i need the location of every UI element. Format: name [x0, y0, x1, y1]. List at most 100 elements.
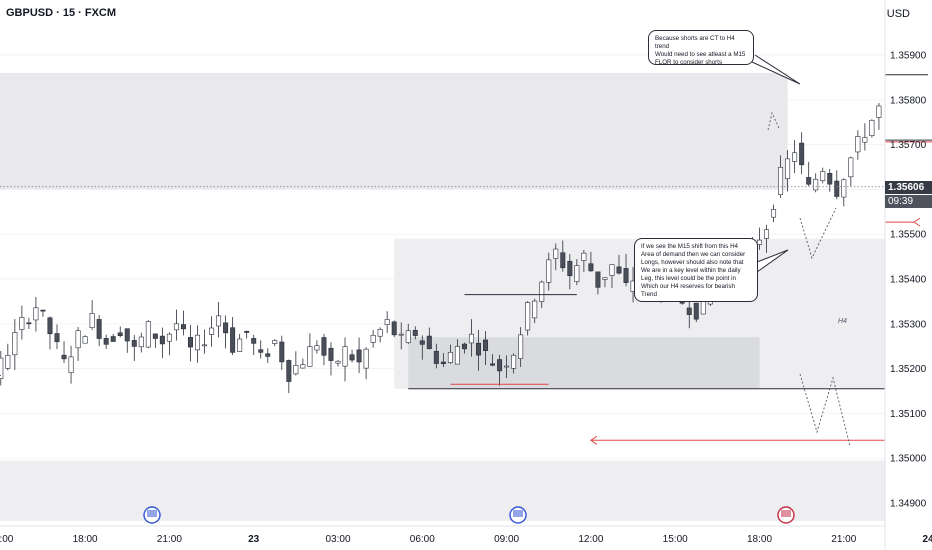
red-arrow-head	[589, 435, 598, 445]
candle-body	[454, 346, 460, 365]
candle-body	[370, 334, 376, 343]
candle-body	[560, 252, 566, 269]
candle-body	[525, 302, 531, 331]
time-tick-label: 09:00	[494, 534, 519, 545]
candle-body	[616, 266, 622, 274]
candle-body	[314, 345, 320, 351]
candle-body	[756, 239, 762, 245]
candle-body	[398, 333, 404, 336]
candle-body	[258, 349, 264, 353]
note-pointer-bottom	[756, 249, 789, 273]
candle-body	[335, 360, 341, 364]
candle-body	[806, 177, 812, 185]
candle-body	[532, 300, 538, 319]
candle-body	[475, 342, 481, 356]
candle-body	[96, 319, 102, 339]
time-tick-label: 21:00	[157, 534, 182, 545]
candle-body	[869, 119, 875, 136]
candle-body	[518, 334, 524, 359]
event-flag-icon-fill	[147, 510, 157, 517]
candle-body	[286, 360, 292, 382]
candle-body	[693, 302, 699, 320]
price-tick-label: 1.35700	[890, 140, 927, 151]
zone-label-h4: H4	[838, 318, 847, 325]
price-tick-label: 1.35100	[890, 409, 927, 420]
price-tick-label: 1.35800	[890, 95, 927, 106]
candle-body	[0, 357, 4, 379]
candle-body	[124, 328, 130, 342]
candle-body	[82, 336, 88, 344]
candle-body	[876, 105, 882, 118]
currency-label[interactable]: USD	[886, 8, 910, 20]
candle-body	[609, 264, 615, 276]
candle-body	[117, 332, 123, 336]
candle-body	[588, 263, 594, 272]
candle-body	[54, 333, 60, 343]
projection-path	[799, 207, 837, 260]
candle-body	[483, 339, 489, 351]
candle-body	[223, 322, 229, 334]
candle-body	[131, 340, 137, 347]
price-tick-label: 1.35300	[890, 319, 927, 330]
time-tick-label: 21:00	[831, 534, 856, 545]
time-tick-label: 24	[923, 534, 932, 545]
candle-body	[447, 351, 453, 363]
candle-body	[237, 338, 243, 352]
candle-body	[216, 315, 222, 327]
candle-body	[785, 158, 791, 180]
candle-body	[799, 142, 805, 166]
time-tick-label: 18:00	[73, 534, 98, 545]
price-tick-label: 1.34900	[890, 499, 927, 510]
candle-body	[159, 335, 165, 345]
candle-body	[180, 324, 186, 330]
candle-body	[813, 178, 819, 191]
candle-body	[272, 340, 278, 344]
note-shorts-ct[interactable]: Because shorts are CT to H4 trend Would …	[648, 30, 754, 66]
candle-body	[504, 365, 510, 368]
candle-body	[173, 323, 179, 331]
candle-body	[581, 252, 587, 261]
candle-body	[152, 333, 158, 339]
lower-demand-zone	[0, 460, 885, 521]
candle-body	[244, 330, 250, 333]
candle-body	[187, 336, 193, 348]
candle-body	[623, 268, 629, 283]
candle-body	[209, 327, 215, 335]
last-price-tag: 1.35606	[885, 181, 932, 194]
candle-body	[342, 346, 348, 367]
candle-body	[848, 157, 854, 178]
candle-body	[440, 361, 446, 365]
candle-body	[405, 330, 411, 343]
inner-demand-zone	[408, 337, 760, 389]
candle-body	[841, 179, 847, 198]
candle-body	[47, 317, 53, 335]
time-tick-label: 06:00	[410, 534, 435, 545]
candle-body	[300, 364, 306, 369]
candle-body	[5, 355, 11, 369]
event-flag-icon-fill	[781, 510, 791, 517]
candle-body	[265, 353, 271, 357]
candle-body	[321, 337, 327, 356]
candle-body	[377, 329, 383, 337]
candle-body	[230, 327, 236, 353]
symbol-title[interactable]: GBPUSD · 15 · FXCM	[6, 7, 117, 19]
candle-body	[764, 229, 770, 239]
note-pointer-top	[751, 54, 801, 85]
candle-body	[574, 265, 580, 282]
candle-body	[686, 307, 692, 315]
candle-body	[834, 180, 840, 197]
candle-body	[426, 335, 432, 349]
projection-path	[799, 373, 851, 447]
candle-body	[468, 333, 474, 344]
candle-body	[293, 365, 299, 375]
candle-body	[40, 309, 46, 312]
time-tick-label: 18:00	[747, 534, 772, 545]
time-tick-label: 03:00	[325, 534, 350, 545]
note-m15-shift[interactable]: If we see the M15 shift from this H4 Are…	[634, 238, 758, 302]
candle-body	[792, 152, 798, 162]
candle-body	[771, 209, 777, 218]
time-tick-label: 15:00	[663, 534, 688, 545]
candle-body	[356, 349, 362, 363]
candle-body	[497, 359, 503, 372]
